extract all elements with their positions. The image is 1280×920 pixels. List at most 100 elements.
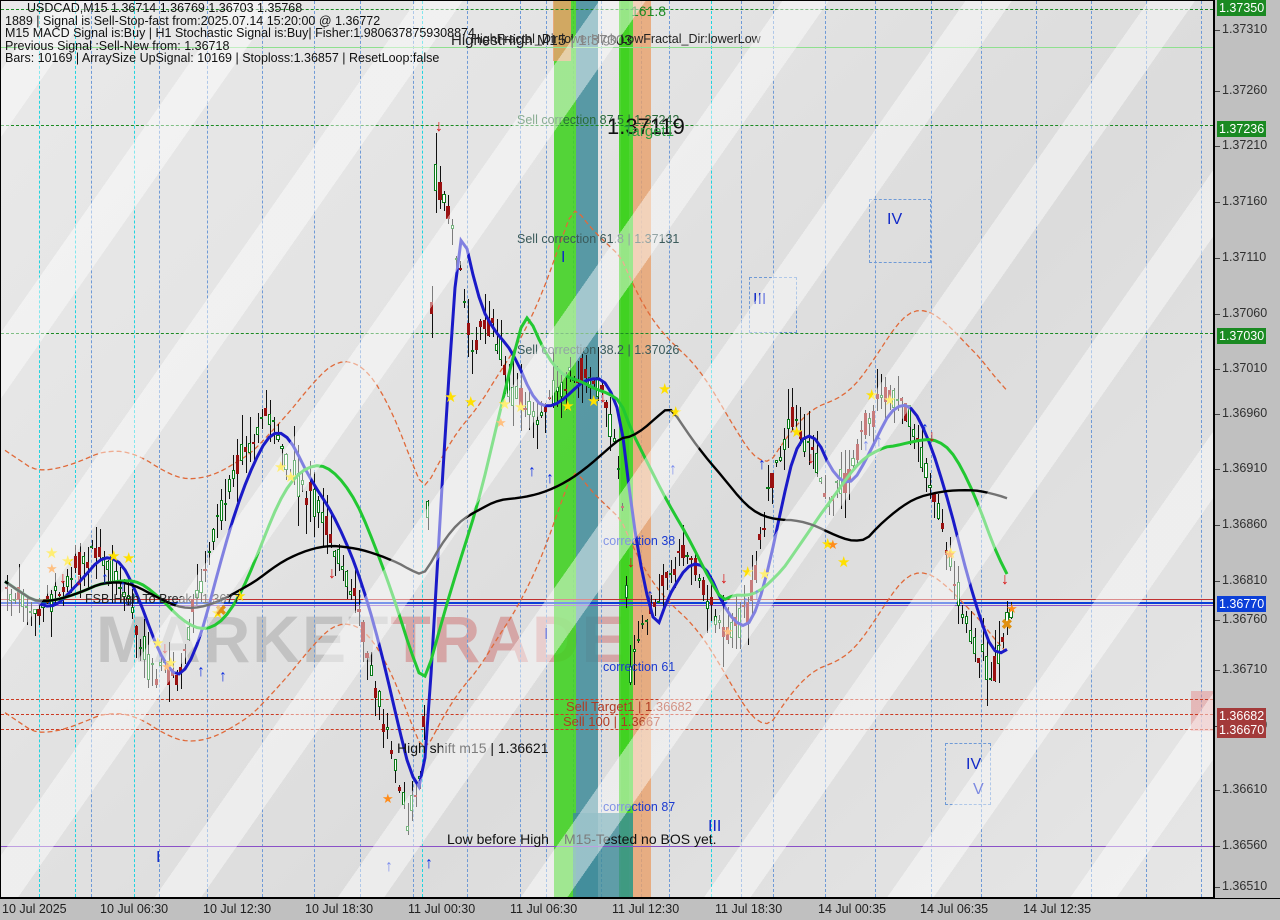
candle-body	[972, 636, 977, 654]
time-tick-label: 10 Jul 2025	[2, 902, 67, 916]
candle-wick	[597, 346, 599, 402]
candle-body	[422, 715, 426, 727]
candle-body	[928, 485, 932, 488]
high-shift-label: High shift m15 | 1.36621	[397, 740, 549, 756]
candle-wick	[128, 575, 130, 606]
candle-wick	[43, 603, 45, 622]
star-marker: ★	[741, 564, 755, 581]
down-arrow-marker: ↓	[807, 450, 815, 467]
star-marker: ★	[61, 553, 75, 570]
price-tick	[1215, 469, 1220, 470]
envelope-line	[4, 472, 1008, 749]
candle-body	[790, 406, 794, 427]
price-level-line	[1, 602, 1213, 604]
sell-100-label: Sell 100 | 1.3667	[563, 714, 661, 729]
candle-body	[612, 438, 616, 443]
candle-wick	[265, 389, 267, 417]
candle-body	[308, 481, 312, 492]
candle-body	[13, 598, 17, 601]
star-marker: ★	[211, 605, 225, 622]
time-tick-label: 11 Jul 06:30	[510, 902, 578, 916]
candle-body	[377, 690, 381, 707]
wave-label: IV	[966, 756, 982, 773]
candle-wick	[666, 571, 668, 590]
candle-body	[567, 366, 572, 372]
candle-wick	[26, 594, 28, 625]
candle-wick	[670, 559, 672, 583]
candle-body	[717, 619, 721, 624]
candle-body	[677, 551, 681, 554]
gridline-vertical	[773, 1, 774, 897]
candle-wick	[334, 549, 336, 576]
candle-body	[592, 380, 596, 384]
candle-body	[944, 549, 948, 556]
candle-wick	[209, 542, 211, 565]
gridline-vertical	[875, 1, 876, 897]
up-arrow-marker: ↑	[197, 663, 205, 680]
candle-body	[69, 578, 73, 581]
candle-body	[248, 442, 252, 454]
candle-body	[729, 622, 734, 638]
candle-body	[798, 431, 802, 440]
candle-wick	[184, 643, 186, 664]
down-arrow-marker: ↓	[599, 389, 607, 406]
star-marker: ★	[790, 424, 804, 441]
candle-wick	[30, 602, 32, 627]
candle-wick	[6, 575, 8, 612]
candle-body	[381, 724, 385, 732]
candle-body	[588, 377, 592, 389]
candle-body	[73, 556, 78, 568]
candle-wick	[249, 417, 251, 462]
candle-wick	[156, 668, 158, 688]
gridline-session	[75, 1, 76, 897]
up-arrow-marker: ↑	[758, 456, 766, 473]
candle-body	[268, 414, 272, 425]
candle-body	[462, 301, 466, 304]
candle-body	[272, 420, 276, 423]
chart-plot-area[interactable]: MARKETTRADE ★ ★ ★ ★ ★ ★ ★ ★ ★ ★ ★ ★ ★ ★ ★ ★ ★ ★ ★ ★ ★ ★ ★ ★ ★ ★ ↓ ↓…	[0, 0, 1214, 898]
candle-body	[215, 514, 219, 517]
candle-body	[640, 622, 645, 625]
candle-body	[770, 472, 774, 488]
candle-wick	[606, 400, 607, 428]
gridline-vertical	[520, 1, 521, 897]
candle-body	[896, 399, 900, 402]
gridline-vertical	[91, 1, 92, 897]
price-level-box: 1.37350	[1217, 0, 1267, 16]
star-marker: ★	[944, 545, 958, 562]
price-level-line	[1, 125, 1213, 126]
candle-wick	[691, 556, 693, 585]
candle-body	[887, 389, 892, 400]
wave-label: III	[708, 818, 722, 835]
gridline-vertical	[981, 1, 982, 897]
price-tick-label: 1.37210	[1222, 138, 1268, 152]
candle-wick	[492, 308, 494, 337]
sell-correction-382-label: Sell correction 38.2 | 1.37026	[517, 343, 680, 357]
candle-body	[867, 418, 871, 424]
price-level-line	[1, 714, 1213, 715]
candle-body	[644, 619, 649, 622]
time-scale[interactable]: 10 Jul 2025 10 Jul 06:30 10 Jul 12:30 10 Ju…	[0, 898, 1280, 920]
candle-wick	[763, 511, 765, 537]
candle-wick	[10, 589, 12, 616]
candle-body	[636, 638, 640, 642]
price-level-box: 1.36670	[1217, 722, 1267, 738]
up-arrow-marker: ↑	[862, 437, 870, 454]
candle-wick	[808, 410, 810, 465]
candle-body	[77, 552, 82, 576]
orange-star-marker: ★	[944, 547, 956, 562]
price-tick	[1215, 258, 1220, 259]
signal-line-2: M15 MACD Signal is:Buy | H1 Stochastic S…	[5, 26, 475, 41]
candle-body	[503, 365, 507, 376]
candle-body	[373, 687, 377, 698]
price-level-line	[1, 47, 1213, 48]
highest-high-label: HighestHigh M15 | 1.37303	[451, 32, 633, 49]
up-arrow-marker: ↑	[742, 594, 750, 611]
candle-body	[547, 396, 551, 399]
candle-body	[227, 478, 231, 492]
candle-body	[495, 343, 499, 352]
price-tick	[1215, 369, 1220, 370]
price-scale[interactable]: 1.37310 1.37260 1.37210 1.37160 1.37110 1.370…	[1214, 0, 1280, 898]
candle-wick	[367, 651, 369, 681]
candle-wick	[638, 620, 640, 643]
